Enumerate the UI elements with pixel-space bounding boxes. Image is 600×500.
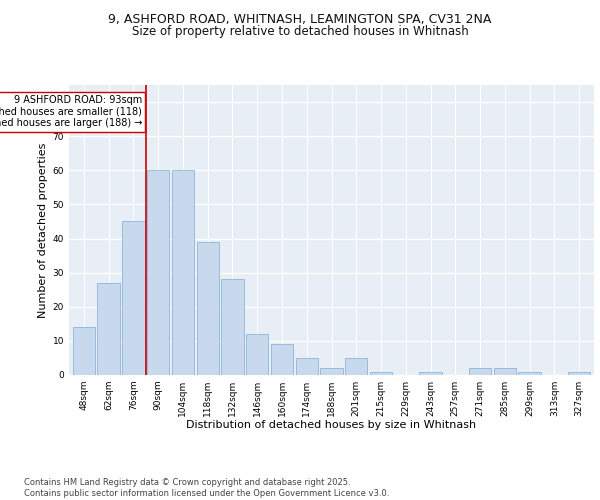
Bar <box>296 358 318 375</box>
Bar <box>147 170 169 375</box>
Bar <box>469 368 491 375</box>
X-axis label: Distribution of detached houses by size in Whitnash: Distribution of detached houses by size … <box>187 420 476 430</box>
Bar <box>172 170 194 375</box>
Text: Size of property relative to detached houses in Whitnash: Size of property relative to detached ho… <box>131 25 469 38</box>
Y-axis label: Number of detached properties: Number of detached properties <box>38 142 49 318</box>
Bar <box>197 242 219 375</box>
Bar <box>345 358 367 375</box>
Bar <box>246 334 268 375</box>
Bar <box>320 368 343 375</box>
Bar <box>518 372 541 375</box>
Bar <box>73 327 95 375</box>
Bar <box>419 372 442 375</box>
Bar <box>221 280 244 375</box>
Bar <box>370 372 392 375</box>
Bar <box>494 368 516 375</box>
Bar <box>271 344 293 375</box>
Text: 9, ASHFORD ROAD, WHITNASH, LEAMINGTON SPA, CV31 2NA: 9, ASHFORD ROAD, WHITNASH, LEAMINGTON SP… <box>109 12 491 26</box>
Text: 9 ASHFORD ROAD: 93sqm
← 38% of detached houses are smaller (118)
61% of semi-det: 9 ASHFORD ROAD: 93sqm ← 38% of detached … <box>0 95 142 128</box>
Bar <box>97 283 120 375</box>
Text: Contains HM Land Registry data © Crown copyright and database right 2025.
Contai: Contains HM Land Registry data © Crown c… <box>24 478 389 498</box>
Bar <box>568 372 590 375</box>
Bar <box>122 222 145 375</box>
